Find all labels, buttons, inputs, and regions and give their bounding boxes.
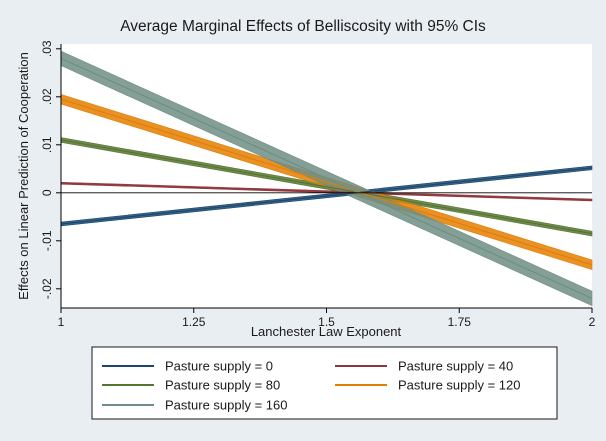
effect-line-series-4: [60, 57, 593, 299]
chart-title: Average Marginal Effects of Belliscosity…: [120, 18, 486, 35]
legend-items: Pasture supply = 0 Pasture supply = 40 Pas…: [102, 359, 521, 413]
y-tick-label: -.02: [40, 278, 54, 299]
y-tick-label: -.01: [40, 230, 54, 251]
x-tick-label: 1.25: [182, 315, 206, 329]
y-tick-label: .03: [40, 40, 54, 57]
effect-line-series-2: [60, 139, 593, 235]
y-tick-label: .02: [40, 88, 54, 105]
legend-label-series-3: Pasture supply = 120: [398, 378, 521, 393]
y-axis-label: Effects on Linear Prediction of Cooperat…: [16, 52, 31, 300]
legend-label-series-0: Pasture supply = 0: [165, 359, 273, 374]
effect-lines: [60, 57, 593, 299]
x-axis-ticks: 1 1.25 1.5 1.75 2: [58, 308, 596, 329]
legend-label-series-1: Pasture supply = 40: [398, 359, 513, 374]
y-tick-label: .01: [40, 136, 54, 153]
x-tick-label: 1.75: [448, 315, 472, 329]
y-axis-ticks: -.02 -.01 0 .01 .02 .03: [40, 40, 61, 299]
x-tick-label: 1: [58, 315, 65, 329]
legend-label-series-4: Pasture supply = 160: [165, 398, 288, 413]
x-axis-label: Lanchester Law Exponent: [251, 324, 402, 339]
legend-label-series-2: Pasture supply = 80: [165, 378, 280, 393]
x-tick-label: 1.5: [318, 315, 335, 329]
effect-line-series-0: [60, 167, 593, 225]
effect-line-series-1: [60, 182, 593, 201]
x-tick-label: 2: [589, 315, 596, 329]
legend: [91, 346, 558, 420]
effect-line-series-3: [60, 98, 593, 266]
y-tick-label: 0: [40, 189, 54, 196]
